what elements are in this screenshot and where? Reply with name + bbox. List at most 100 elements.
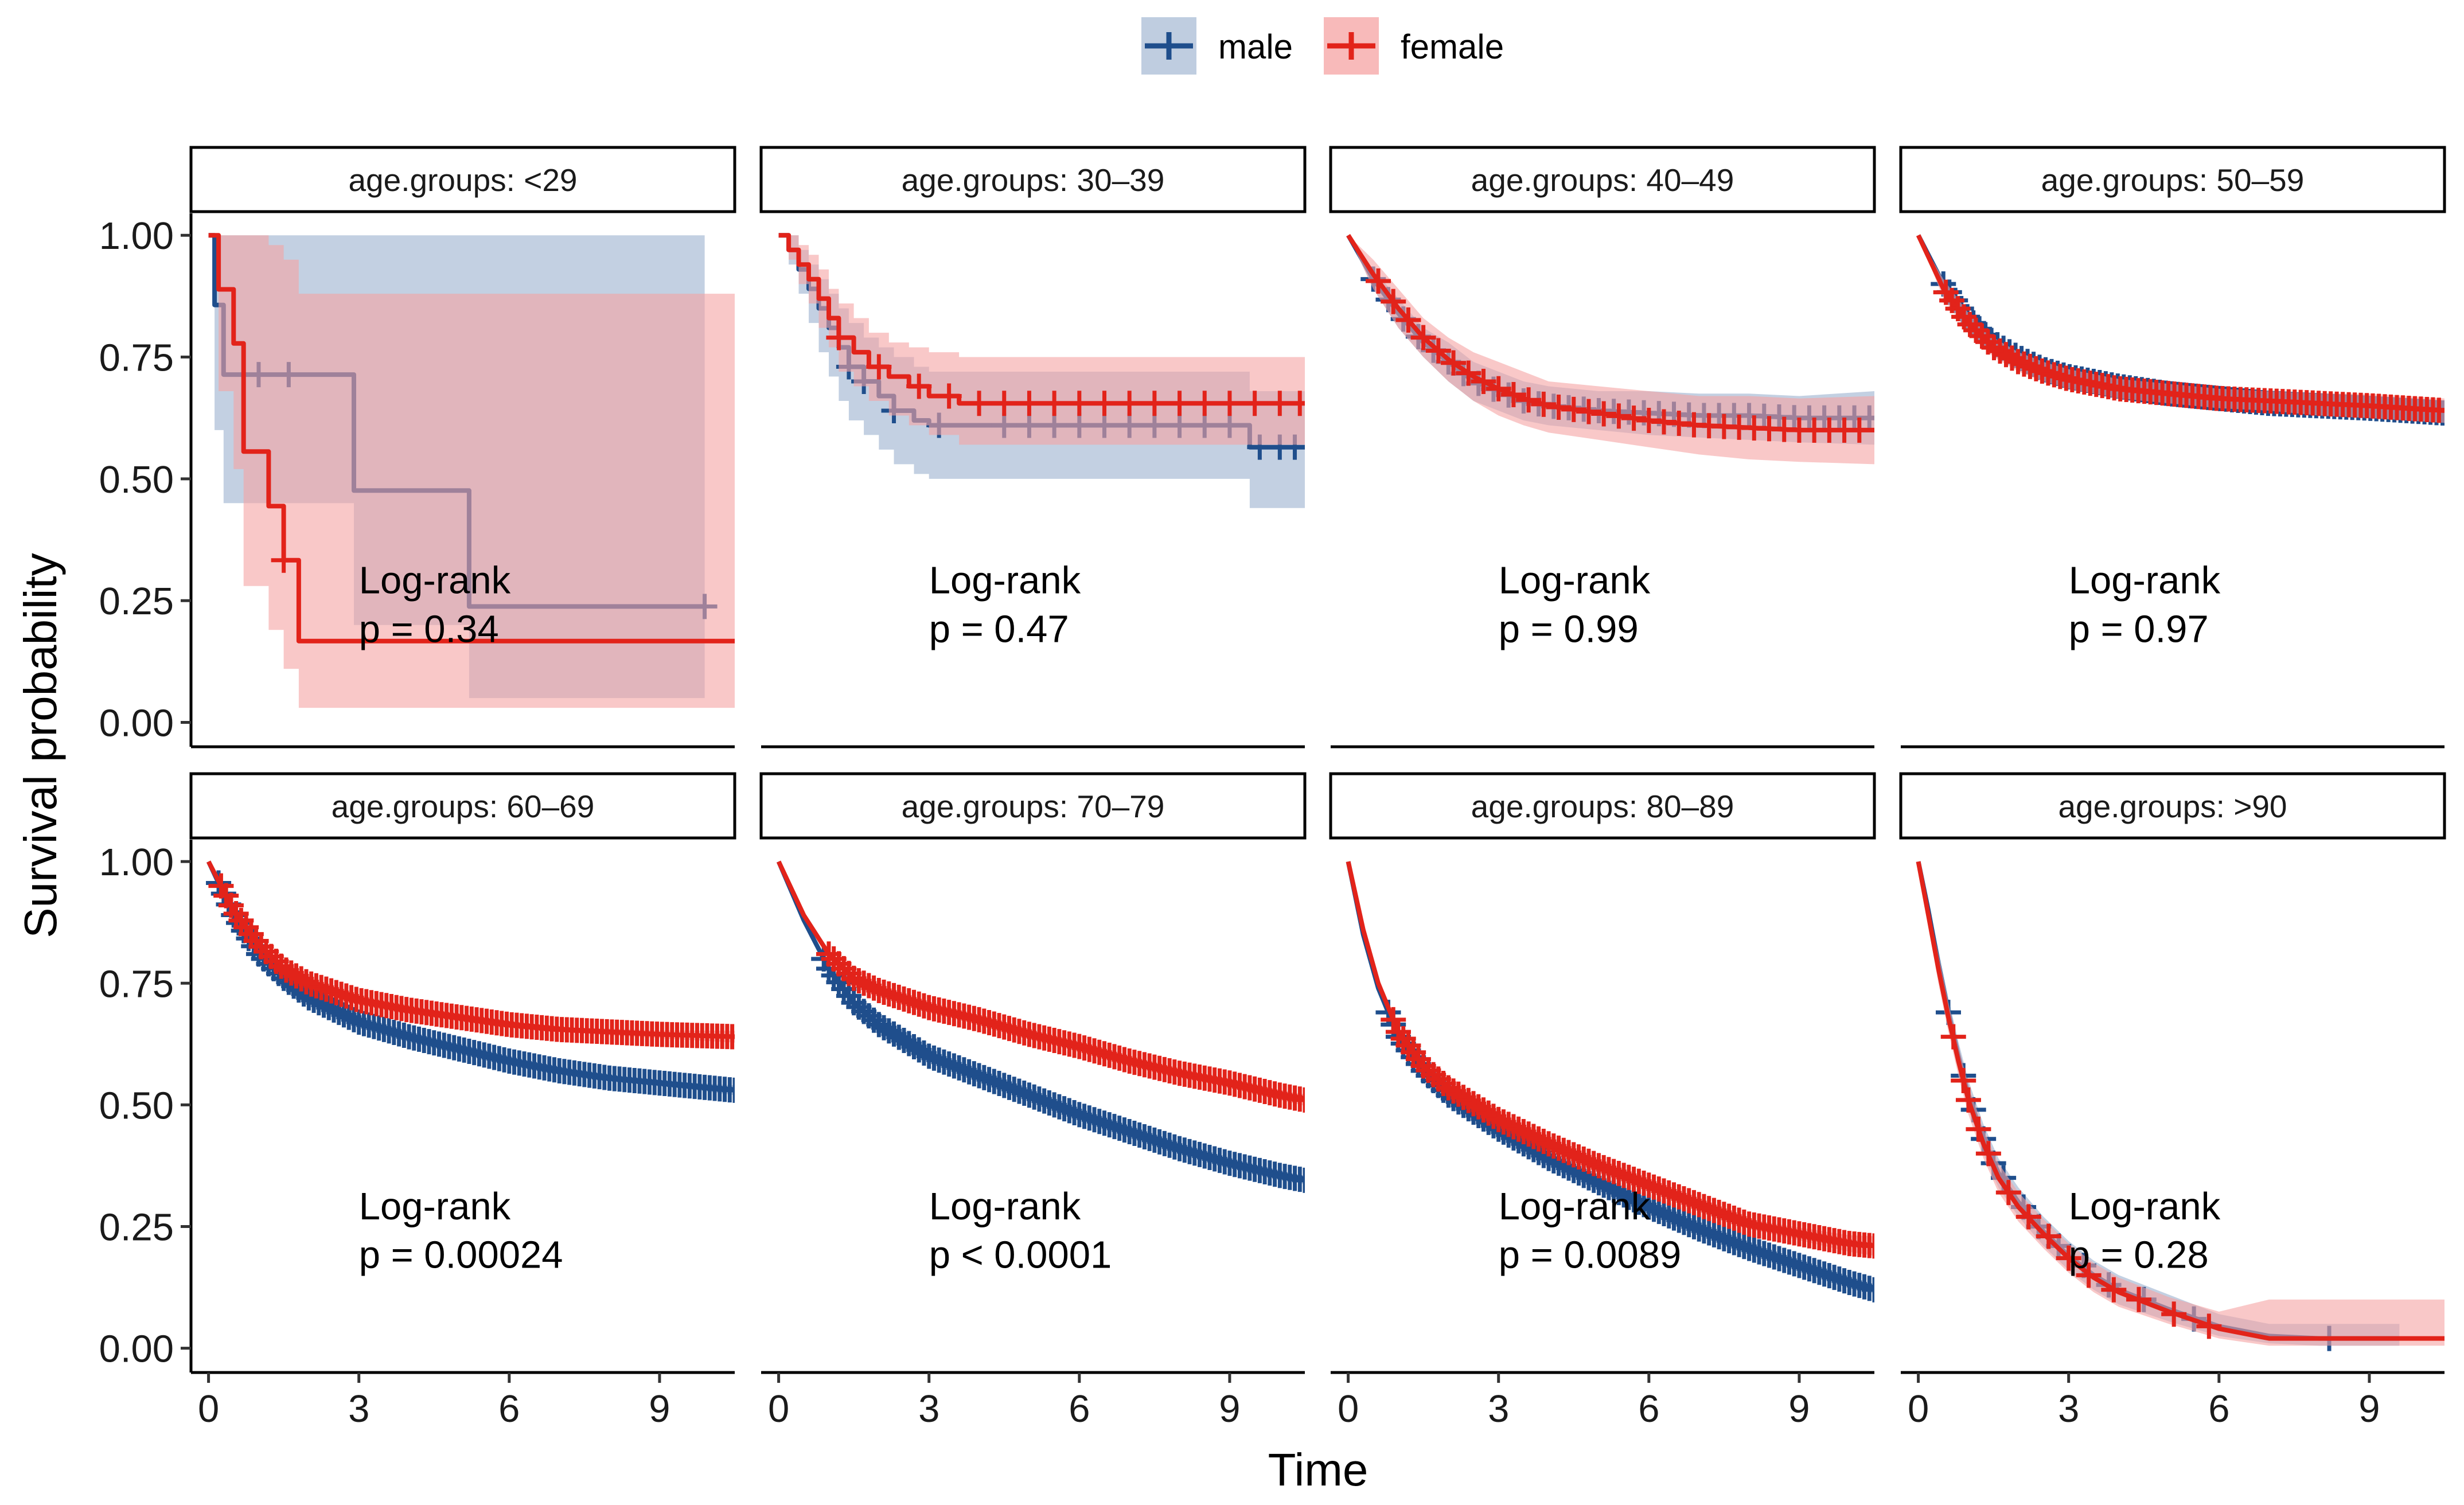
- log-rank-pvalue: p = 0.47: [929, 607, 1069, 650]
- x-tick-label: 0: [1338, 1387, 1359, 1430]
- censor-mark: [1516, 387, 1542, 413]
- series-female: [206, 860, 735, 1050]
- x-axis-title: Time: [1268, 1444, 1369, 1495]
- legend-item-female: female: [1324, 17, 1504, 75]
- series-female: [778, 233, 1305, 445]
- censor-mark: [1576, 399, 1601, 424]
- censor-mark: [2161, 1301, 2187, 1327]
- facet-strip-label: age.groups: 80–89: [1471, 789, 1734, 824]
- censor-mark: [826, 325, 852, 350]
- censor-mark: [1940, 1024, 1966, 1050]
- facet-strip: age.groups: 60–69: [189, 772, 736, 840]
- censor-mark: [1016, 391, 1042, 416]
- ci-band-female: [1348, 235, 1874, 465]
- censor-mark: [2036, 1223, 2061, 1249]
- y-axis-title: Survival probability: [15, 553, 66, 938]
- censor-mark: [1381, 288, 1406, 314]
- log-rank-annotation: Log-rank p = 0.97: [2069, 559, 2221, 650]
- censor-mark: [1999, 345, 2025, 371]
- log-rank-pvalue: p < 0.0001: [929, 1234, 1112, 1277]
- ci-band-female: [778, 235, 1305, 445]
- legend-label-male: male: [1218, 28, 1293, 66]
- legend-label-female: female: [1401, 28, 1504, 66]
- censor-mark: [1955, 1087, 1981, 1113]
- censor-mark: [1995, 1180, 2021, 1206]
- facet-strip: age.groups: 80–89: [1329, 772, 1876, 840]
- censor-mark: [1425, 338, 1451, 364]
- censor-mark: [1456, 360, 1481, 386]
- panel-5: age.groups: 60–69 Log-rank p = 0.00024: [189, 772, 736, 1277]
- log-rank-title: Log-rank: [2069, 1185, 2221, 1228]
- censor-mark: [991, 391, 1017, 416]
- censor-mark: [2056, 1245, 2081, 1271]
- log-rank-title: Log-rank: [929, 559, 1081, 602]
- panel-3: age.groups: 40–49 Log-rank p = 0.99: [1329, 146, 1876, 650]
- y-tick-label: 0.00: [99, 702, 174, 745]
- legend-item-male: male: [1141, 17, 1293, 75]
- censor-mark: [1606, 403, 1632, 429]
- y-tick-label: 0.75: [99, 337, 174, 380]
- x-tick-label: 0: [768, 1387, 789, 1430]
- y-tick-label: 0.75: [99, 962, 174, 1005]
- y-tick-label: 0.50: [99, 458, 174, 501]
- censor-mark: [1591, 401, 1617, 427]
- censor-mark: [1167, 391, 1192, 416]
- plot-area: [776, 860, 1305, 1193]
- censor-mark: [1951, 1067, 1976, 1093]
- facet-strip-label: age.groups: 70–79: [902, 789, 1165, 824]
- x-tick-label: 6: [1638, 1387, 1659, 1430]
- y-tick-label: 1.00: [99, 841, 174, 884]
- plot-area: [1346, 234, 1874, 465]
- log-rank-pvalue: p = 0.34: [359, 607, 499, 650]
- survival-curve-female: [1916, 861, 2444, 1341]
- facet-strip-box: [1899, 146, 2446, 213]
- y-tick-label: 0.50: [99, 1084, 174, 1127]
- censor-mark: [1091, 391, 1117, 416]
- facet-strip-label: age.groups: 60–69: [332, 789, 595, 824]
- x-tick-label: 9: [649, 1387, 670, 1430]
- censor-mark: [1217, 391, 1242, 416]
- censor-mark: [1292, 1087, 1305, 1113]
- censor-marks-male: [811, 946, 1305, 1193]
- censor-mark: [1862, 1277, 1874, 1303]
- ci-band-female: [208, 235, 735, 708]
- log-rank-title: Log-rank: [929, 1185, 1081, 1228]
- x-tick-label: 6: [498, 1387, 520, 1430]
- x-tick-label: 3: [918, 1387, 939, 1430]
- censor-mark: [2126, 1286, 2152, 1312]
- censor-mark: [2196, 1313, 2222, 1339]
- censor-marks-female: [826, 325, 1305, 416]
- facet-strip-box: [1899, 772, 2446, 840]
- facet-strip: age.groups: 70–79: [759, 772, 1307, 840]
- censor-mark: [866, 354, 892, 380]
- censor-mark: [2005, 349, 2031, 375]
- facet-strip-box: [759, 772, 1307, 840]
- censor-mark: [1292, 1167, 1305, 1193]
- y-tick-label: 0.25: [99, 1206, 174, 1249]
- censor-marks-female: [271, 547, 297, 573]
- facet-strip-label: age.groups: 30–39: [902, 162, 1165, 198]
- series-female: [1916, 234, 2444, 423]
- censor-mark: [1066, 391, 1092, 416]
- panel-6: age.groups: 70–79 Log-rank p < 0.0001: [759, 772, 1307, 1277]
- log-rank-annotation: Log-rank p = 0.0089: [1499, 1185, 1682, 1277]
- facet-strip-box: [759, 146, 1307, 213]
- censor-mark: [1969, 323, 1995, 349]
- y-tick-label: 0.25: [99, 580, 174, 623]
- censor-marks-female: [1940, 1024, 2222, 1339]
- censor-mark: [1486, 376, 1511, 401]
- censor-mark: [1963, 317, 1989, 343]
- x-tick-label: 3: [2058, 1387, 2079, 1430]
- censor-mark: [1531, 391, 1557, 417]
- censor-mark: [1192, 391, 1218, 416]
- facet-strip-box: [1329, 146, 1876, 213]
- panel-1: age.groups: <29 Log-rank p = 0.34: [189, 146, 736, 708]
- log-rank-annotation: Log-rank p = 0.34: [359, 559, 511, 650]
- panel-7: age.groups: 80–89 Log-rank p = 0.0089: [1329, 772, 1876, 1303]
- plot-area: [1916, 861, 2444, 1351]
- series-female: [208, 233, 735, 708]
- censor-mark: [1242, 391, 1268, 416]
- x-tick-label: 9: [2358, 1387, 2380, 1430]
- series-female: [1346, 234, 1874, 465]
- censor-mark: [1381, 1007, 1406, 1032]
